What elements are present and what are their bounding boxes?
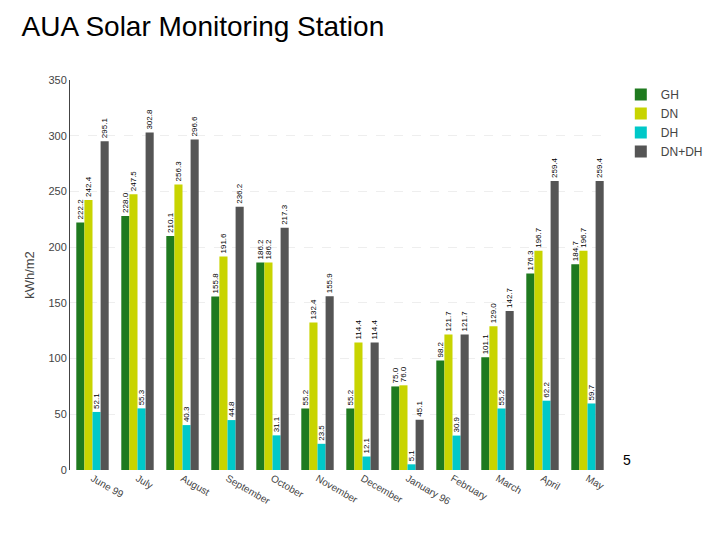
svg-text:62.2: 62.2 <box>542 382 551 398</box>
svg-text:98.2: 98.2 <box>436 341 445 357</box>
svg-text:259.4: 259.4 <box>595 157 604 178</box>
svg-text:September: September <box>224 473 272 507</box>
svg-text:76.0: 76.0 <box>399 366 408 382</box>
svg-text:155.8: 155.8 <box>211 273 220 294</box>
svg-text:44.8: 44.8 <box>227 401 236 417</box>
svg-text:February: February <box>449 473 489 503</box>
svg-text:5.1: 5.1 <box>407 450 416 462</box>
svg-text:236.2: 236.2 <box>235 183 244 204</box>
svg-text:196.7: 196.7 <box>579 227 588 248</box>
svg-text:30.9: 30.9 <box>452 416 461 432</box>
svg-text:April: April <box>539 473 562 493</box>
svg-text:100: 100 <box>48 352 66 364</box>
svg-text:121.7: 121.7 <box>460 311 469 332</box>
svg-text:222.2: 222.2 <box>76 199 85 220</box>
svg-text:52.1: 52.1 <box>92 393 101 409</box>
svg-text:350: 350 <box>48 74 66 86</box>
svg-text:12.1: 12.1 <box>362 437 371 453</box>
svg-text:5: 5 <box>623 452 631 468</box>
svg-text:114.4: 114.4 <box>370 320 379 340</box>
svg-text:191.6: 191.6 <box>219 233 228 254</box>
svg-text:GH: GH <box>661 88 679 102</box>
svg-text:121.7: 121.7 <box>444 311 453 332</box>
svg-text:31.1: 31.1 <box>272 416 281 432</box>
svg-text:June 99: June 99 <box>89 473 126 501</box>
svg-text:55.3: 55.3 <box>137 389 146 405</box>
svg-text:302.8: 302.8 <box>145 109 154 130</box>
svg-text:DN+DH: DN+DH <box>661 145 703 159</box>
svg-text:55.2: 55.2 <box>301 389 310 405</box>
svg-text:45.1: 45.1 <box>415 401 424 417</box>
svg-text:196.7: 196.7 <box>534 227 543 248</box>
svg-text:300: 300 <box>48 130 66 142</box>
svg-text:186.2: 186.2 <box>256 239 265 260</box>
svg-text:250: 250 <box>48 185 66 197</box>
svg-text:May: May <box>584 473 606 492</box>
svg-text:129.0: 129.0 <box>489 303 498 324</box>
svg-text:October: October <box>269 473 306 501</box>
svg-text:114.4: 114.4 <box>354 320 363 340</box>
svg-text:296.6: 296.6 <box>190 116 199 137</box>
svg-text:210.1: 210.1 <box>166 212 175 233</box>
svg-text:150: 150 <box>48 297 66 309</box>
svg-text:101.1: 101.1 <box>481 334 490 355</box>
svg-text:256.3: 256.3 <box>174 161 183 182</box>
svg-text:40.3: 40.3 <box>182 406 191 422</box>
svg-text:55.2: 55.2 <box>346 389 355 405</box>
svg-text:142.7: 142.7 <box>505 287 514 308</box>
svg-text:176.3: 176.3 <box>526 250 535 271</box>
svg-text:242.4: 242.4 <box>84 176 93 197</box>
svg-text:November: November <box>314 473 360 506</box>
svg-text:December: December <box>359 473 405 506</box>
svg-text:kWh/m2: kWh/m2 <box>22 251 37 299</box>
svg-text:217.3: 217.3 <box>280 204 289 225</box>
svg-text:0: 0 <box>61 464 67 476</box>
svg-text:July: July <box>134 473 155 491</box>
svg-text:186.2: 186.2 <box>264 239 273 260</box>
svg-text:59.7: 59.7 <box>587 384 596 400</box>
svg-text:75.0: 75.0 <box>391 367 400 383</box>
svg-text:155.9: 155.9 <box>325 273 334 294</box>
svg-text:50: 50 <box>55 408 67 420</box>
svg-text:132.4: 132.4 <box>309 299 318 320</box>
svg-text:228.0: 228.0 <box>121 192 130 213</box>
svg-text:184.7: 184.7 <box>571 241 580 262</box>
svg-text:247.5: 247.5 <box>129 171 138 192</box>
svg-text:DH: DH <box>661 126 678 140</box>
svg-text:23.5: 23.5 <box>317 425 326 441</box>
svg-text:August: August <box>179 473 212 498</box>
svg-text:DN: DN <box>661 107 678 121</box>
svg-text:January 96: January 96 <box>404 473 453 507</box>
svg-text:295.1: 295.1 <box>100 118 109 139</box>
svg-text:200: 200 <box>48 241 66 253</box>
svg-text:AUA Solar Monitoring Station: AUA Solar Monitoring Station <box>22 11 385 42</box>
svg-text:55.2: 55.2 <box>497 389 506 405</box>
svg-text:March: March <box>494 473 524 496</box>
svg-text:259.4: 259.4 <box>550 157 559 178</box>
